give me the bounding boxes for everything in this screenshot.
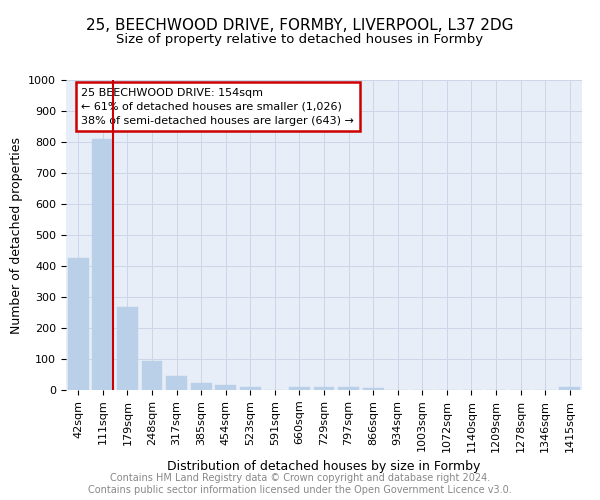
Bar <box>289 387 310 390</box>
Bar <box>142 362 163 390</box>
Bar <box>240 387 261 390</box>
Bar <box>117 307 138 390</box>
Bar <box>559 387 580 390</box>
Text: Contains HM Land Registry data © Crown copyright and database right 2024.
Contai: Contains HM Land Registry data © Crown c… <box>88 474 512 495</box>
Bar <box>92 139 113 390</box>
Text: 25 BEECHWOOD DRIVE: 154sqm
← 61% of detached houses are smaller (1,026)
38% of s: 25 BEECHWOOD DRIVE: 154sqm ← 61% of deta… <box>81 88 354 126</box>
Bar <box>314 387 334 390</box>
Bar <box>166 376 187 390</box>
X-axis label: Distribution of detached houses by size in Formby: Distribution of detached houses by size … <box>167 460 481 473</box>
Bar <box>191 383 212 390</box>
Text: 25, BEECHWOOD DRIVE, FORMBY, LIVERPOOL, L37 2DG: 25, BEECHWOOD DRIVE, FORMBY, LIVERPOOL, … <box>86 18 514 32</box>
Bar <box>338 387 359 390</box>
Y-axis label: Number of detached properties: Number of detached properties <box>10 136 23 334</box>
Bar <box>362 388 383 390</box>
Bar <box>215 386 236 390</box>
Text: Size of property relative to detached houses in Formby: Size of property relative to detached ho… <box>116 32 484 46</box>
Bar <box>68 258 89 390</box>
